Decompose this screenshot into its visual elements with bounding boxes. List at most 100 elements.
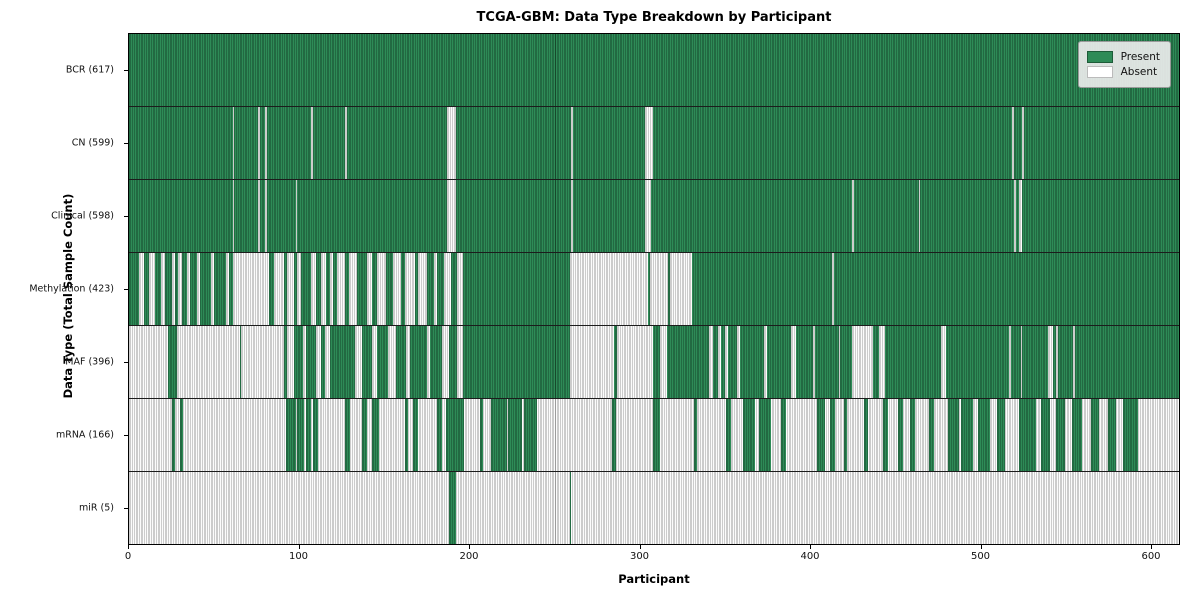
- heatmap-segment: [232, 107, 235, 179]
- heatmap-segment: [717, 326, 722, 398]
- y-tick-label: miR (5): [79, 502, 114, 514]
- heatmap-segment: [226, 253, 230, 325]
- heatmap-segment: [443, 253, 451, 325]
- heatmap-segment: [571, 180, 574, 252]
- x-tick-mark: [980, 545, 982, 549]
- heatmap-segment: [348, 253, 358, 325]
- heatmap-segment: [312, 399, 318, 471]
- heatmap-segment: [569, 326, 614, 398]
- heatmap-segment: [297, 399, 305, 471]
- heatmap-segment: [232, 180, 235, 252]
- heatmap-segment: [940, 326, 946, 398]
- heatmap-segment: [287, 253, 295, 325]
- heatmap-segment: [392, 253, 402, 325]
- heatmap-segment: [413, 399, 419, 471]
- heatmap-segment: [149, 253, 155, 325]
- heatmap-segment: [1047, 326, 1054, 398]
- heatmap-segment: [1090, 399, 1099, 471]
- heatmap-segment: [324, 326, 330, 398]
- heatmap-segment: [287, 326, 295, 398]
- heatmap-segment: [273, 253, 284, 325]
- y-tick-mark: [124, 508, 128, 510]
- heatmap-segment: [345, 107, 347, 179]
- x-tick-label: 100: [288, 551, 309, 562]
- x-tick-mark: [810, 545, 811, 549]
- heatmap-segment: [726, 399, 732, 471]
- heatmap-segment: [569, 472, 572, 544]
- heatmap-segment: [813, 326, 815, 398]
- heatmap-segment: [918, 180, 921, 252]
- heatmap-segment: [1041, 399, 1050, 471]
- heatmap-segment: [1056, 326, 1059, 398]
- heatmap-segment: [447, 107, 456, 179]
- x-tick-label: 0: [124, 551, 132, 562]
- heatmap-segment: [882, 399, 888, 471]
- x-tick-mark: [469, 545, 470, 549]
- heatmap-segment: [311, 107, 313, 179]
- heatmap-segment: [178, 253, 182, 325]
- chart-title: TCGA-GBM: Data Type Breakdown by Partici…: [476, 10, 832, 25]
- heatmap-segment: [659, 326, 667, 398]
- x-tick-mark: [298, 545, 300, 549]
- x-tick-mark: [1151, 545, 1152, 549]
- heatmap-segment: [418, 253, 427, 325]
- x-tick-label: 200: [459, 551, 479, 562]
- heatmap-segment: [978, 399, 991, 471]
- heatmap-segment: [816, 399, 826, 471]
- heatmap-segment: [302, 326, 306, 398]
- heatmap-row-clinical: [129, 180, 1179, 253]
- heatmap-segment: [372, 399, 380, 471]
- heatmap-segment: [763, 326, 768, 398]
- heatmap-segment: [404, 253, 415, 325]
- heatmap-segment: [1020, 326, 1023, 398]
- heatmap-segment: [1012, 107, 1014, 179]
- y-tick-mark: [124, 289, 128, 290]
- legend-swatch-absent-icon: [1086, 66, 1113, 78]
- heatmap-segment: [377, 253, 386, 325]
- heatmap-segment: [258, 180, 261, 252]
- heatmap-segment: [709, 326, 713, 398]
- y-tick-mark: [124, 362, 128, 364]
- heatmap-segment: [258, 107, 261, 179]
- heatmap-segment: [649, 253, 669, 325]
- legend-label: Absent: [1120, 66, 1158, 78]
- heatmap-segment: [321, 253, 327, 325]
- heatmap-segment: [457, 253, 463, 325]
- x-axis-ticks: 0 100 200 300 400 500 600: [124, 545, 1180, 569]
- heatmap-segment: [724, 326, 728, 398]
- heatmap-segment: [1107, 399, 1117, 471]
- legend-swatch-present-icon: [1086, 51, 1113, 63]
- heatmap-segment: [1013, 180, 1016, 252]
- y-tick-mark: [124, 142, 128, 144]
- heatmap-segment: [780, 399, 786, 471]
- legend-label: Present: [1120, 51, 1160, 63]
- heatmap-segment: [790, 326, 797, 398]
- heatmap-segment: [617, 326, 654, 398]
- heatmap-segment: [447, 180, 456, 252]
- x-axis-title: Participant: [618, 572, 690, 586]
- x-tick-mark: [128, 545, 129, 549]
- heatmap-segment: [693, 399, 698, 471]
- legend-entry: Present: [1086, 51, 1160, 63]
- y-axis-labels: BCR (617) CN (599) Clinical (598) Methylati…: [0, 33, 122, 545]
- y-tick-mark: [124, 215, 128, 217]
- heatmap-segment: [736, 326, 740, 398]
- x-tick-label: 400: [800, 551, 820, 562]
- heatmap-row-maf: [129, 326, 1179, 399]
- legend: Present Absent: [1077, 41, 1171, 88]
- heatmap-row-methylation: [129, 253, 1179, 326]
- heatmap-segment: [1019, 399, 1037, 471]
- heatmap-segment: [426, 326, 431, 398]
- heatmap-segment: [838, 326, 841, 398]
- heatmap-segment: [479, 399, 483, 471]
- heatmap-segment: [1073, 326, 1076, 398]
- heatmap-segment: [241, 326, 284, 398]
- heatmap-segment: [171, 399, 175, 471]
- heatmap-segment: [232, 253, 269, 325]
- heatmap-segment: [571, 107, 574, 179]
- heatmap-segment: [1008, 326, 1011, 398]
- heatmap-segment: [448, 472, 456, 544]
- heatmap-segment: [437, 399, 443, 471]
- heatmap-segment: [297, 253, 301, 325]
- heatmap-segment: [843, 399, 848, 471]
